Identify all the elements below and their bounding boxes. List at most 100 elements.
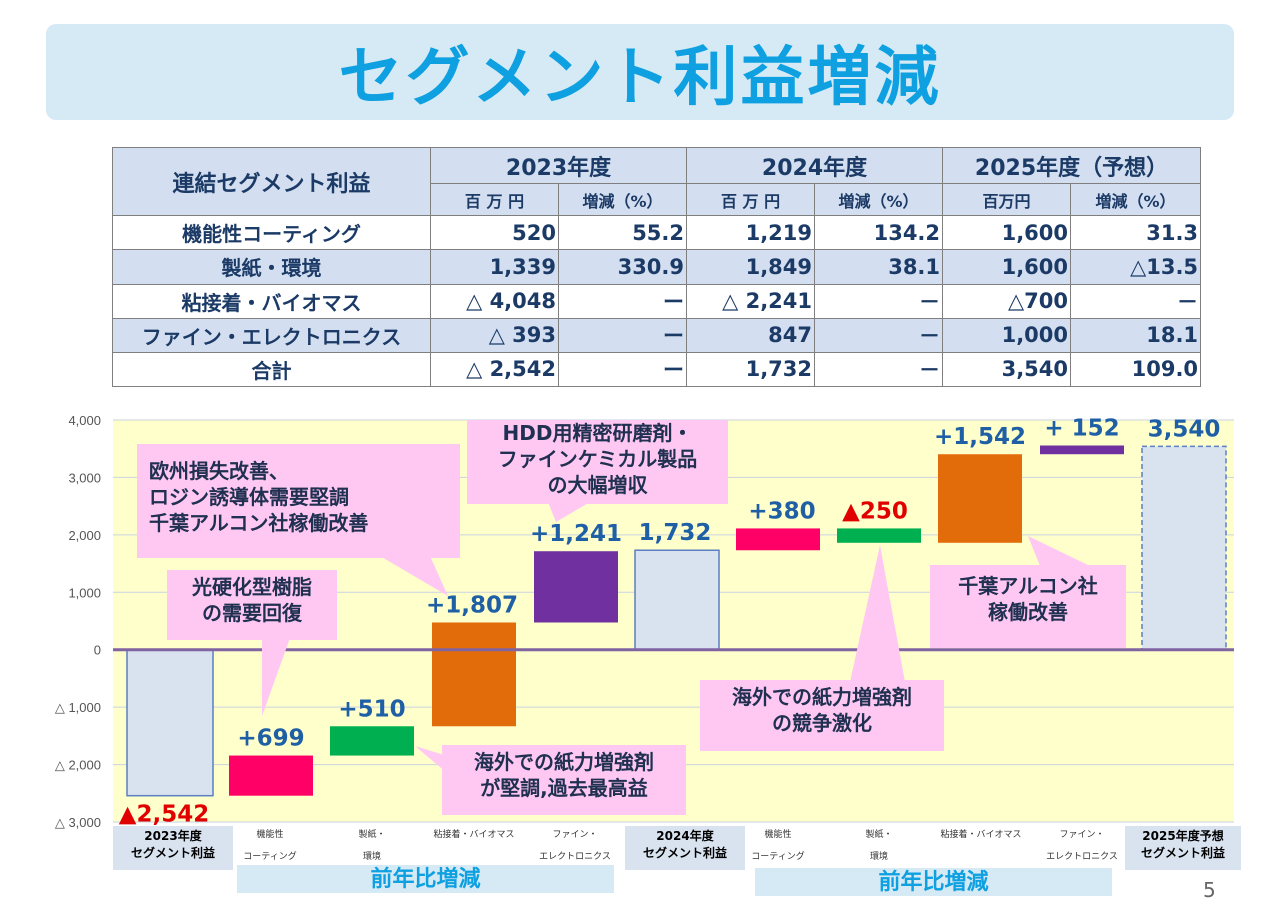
waterfall-bar (229, 755, 313, 796)
xcat-seg3: 粘接着・バイオマス (926, 824, 1036, 846)
y-tick-label: 3,000 (68, 470, 101, 485)
cell-value: 330.9 (557, 249, 688, 285)
callout-photocure: 光硬化型樹脂 の需要回復 (167, 570, 337, 640)
waterfall-bar (837, 528, 921, 543)
xcat-line: セグメント利益 (130, 846, 215, 860)
subheader-amount: 百 万 円 (430, 183, 559, 217)
y-tick-label: △ 2,000 (55, 758, 101, 773)
table-row: 機能性コーティング 520 55.2 1,219 134.2 1,600 31.… (112, 215, 1202, 251)
callout-pointer (262, 638, 290, 716)
table-row: 製紙・環境 1,339 330.9 1,849 38.1 1,600 △13.5 (112, 249, 1202, 285)
cell-value: △ 393 (430, 317, 559, 353)
bar-value-label: 1,732 (639, 520, 712, 546)
xcat-line: 製紙・ (358, 830, 386, 840)
xcat-seg4: ファイン・ エレクトロニクス (530, 824, 620, 868)
year-header-2024: 2024年度 (686, 146, 944, 185)
row-name: ファイン・エレクトロニクス (112, 317, 431, 353)
bar-value-label: + 152 (1044, 415, 1119, 441)
cell-value: 520 (430, 215, 559, 251)
cell-value: △700 (942, 283, 1072, 319)
cell-value: ー (557, 283, 688, 319)
xcat-seg1: 機能性 コーティング (738, 824, 818, 868)
y-tick-label: 4,000 (68, 413, 101, 428)
xcat-line: セグメント利益 (642, 846, 727, 860)
cell-value: △13.5 (1070, 249, 1202, 285)
cell-value: 1,849 (686, 249, 816, 285)
table-corner-header: 連結セグメント利益 (112, 146, 431, 217)
cell-value: 31.3 (1070, 215, 1202, 251)
subheader-amount: 百 万 円 (686, 183, 816, 217)
year-header-2023: 2023年度 (429, 146, 688, 185)
waterfall-bar (634, 549, 720, 651)
waterfall-bar (1141, 445, 1227, 651)
subheader-change: 増減（%） (557, 183, 688, 217)
subheader-change: 増減（%） (1070, 183, 1202, 217)
xcat-line: セグメント利益 (1140, 846, 1225, 860)
waterfall-bar (432, 622, 516, 727)
callout-paper-strong: 海外での紙力増強剤 が堅調,過去最高益 (442, 745, 686, 815)
xcat-seg2: 製紙・ 環境 (839, 824, 919, 868)
bar-value-label: +510 (338, 696, 405, 722)
row-name: 製紙・環境 (112, 249, 431, 285)
callout-pointer (1028, 536, 1090, 566)
callout-paper-competition: 海外での紙力増強剤 の競争激化 (700, 680, 944, 751)
row-name: 合計 (112, 351, 431, 388)
cell-value: 55.2 (557, 215, 688, 251)
callout-pointer (548, 502, 590, 522)
xcat-line: ファイン・ (552, 830, 598, 840)
cell-value: 38.1 (814, 249, 944, 285)
cell-value: 134.2 (814, 215, 944, 251)
cell-value: ー (557, 317, 688, 353)
xcat-line: 環境 (362, 852, 381, 862)
cell-value: 1,600 (942, 249, 1072, 285)
xcat-line: 機能性 (764, 830, 792, 840)
callout-pointer (380, 556, 448, 596)
bar-value-label: +1,241 (530, 521, 622, 547)
xcat-line: 2025年度予想 (1142, 829, 1224, 843)
waterfall-bar (126, 648, 214, 797)
row-name: 機能性コーティング (112, 215, 431, 251)
band-yoy-2024: 前年比増減 (237, 865, 614, 893)
xcat-seg1: 機能性 コーティング (230, 824, 310, 868)
cell-value: 109.0 (1070, 351, 1202, 388)
xcat-line: 製紙・ (865, 830, 893, 840)
row-name: 粘接着・バイオマス (112, 283, 431, 319)
xcat-seg4: ファイン・ エレクトロニクス (1037, 824, 1127, 868)
xcat-2024-total: 2024年度 セグメント利益 (625, 826, 745, 870)
y-tick-label: △ 1,000 (55, 700, 101, 715)
cell-value: 847 (686, 317, 816, 353)
table-row: ファイン・エレクトロニクス △ 393 ー 847 － 1,000 18.1 (112, 317, 1202, 353)
page-number: 5 (1203, 878, 1216, 902)
page-title: セグメント利益増減 (338, 41, 942, 115)
bar-value-label: +1,807 (426, 592, 518, 618)
cell-value: 1,732 (686, 351, 816, 388)
cell-value: － (814, 317, 944, 353)
xcat-line: コーティング (243, 852, 297, 862)
waterfall-bar (1040, 445, 1124, 455)
title-banner: セグメント利益増減 (46, 24, 1234, 120)
xcat-line: 2023年度 (144, 829, 202, 843)
xcat-line: エレクトロニクス (539, 852, 611, 862)
xcat-2025-total: 2025年度予想 セグメント利益 (1125, 826, 1241, 870)
cell-value: ー (557, 351, 688, 388)
y-tick-label: 0 (94, 643, 101, 658)
xcat-line: 粘接着・バイオマス (940, 830, 1022, 840)
cell-value: － (814, 283, 944, 319)
bar-value-label: +699 (237, 726, 304, 752)
bar-value-label: +1,542 (934, 424, 1026, 450)
bar-value-label: ▲250 (842, 498, 908, 524)
cell-value: 3,540 (942, 351, 1072, 388)
xcat-line: コーティング (751, 852, 805, 862)
cell-value: 1,600 (942, 215, 1072, 251)
cell-value: － (814, 351, 944, 388)
y-tick-label: 1,000 (68, 585, 101, 600)
callout-pointer (850, 545, 905, 682)
cell-value: △ 2,542 (430, 351, 559, 388)
cell-value: 18.1 (1070, 317, 1202, 353)
xcat-seg3: 粘接着・バイオマス (419, 824, 529, 846)
cell-value: － (1070, 283, 1202, 319)
segment-profit-table: 連結セグメント利益 2023年度 2024年度 2025年度（予想） 百 万 円… (112, 146, 1202, 388)
bar-value-label: 3,540 (1148, 416, 1221, 442)
cell-value: △ 4,048 (430, 283, 559, 319)
xcat-line: ファイン・ (1059, 830, 1105, 840)
